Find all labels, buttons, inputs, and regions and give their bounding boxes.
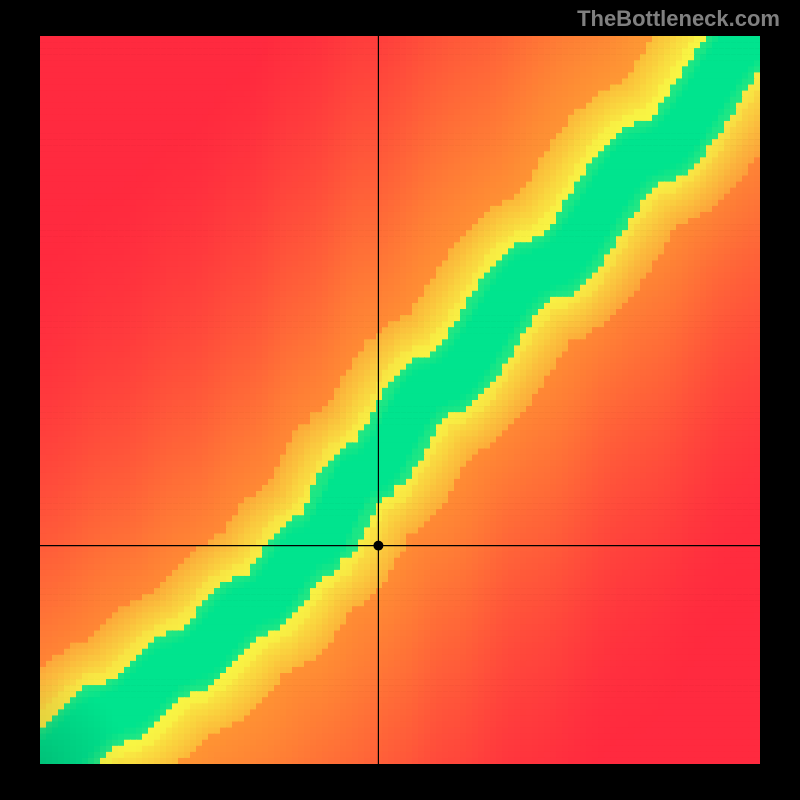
chart-container: TheBottleneck.com bbox=[0, 0, 800, 800]
plot-area bbox=[40, 36, 760, 764]
heatmap-canvas bbox=[40, 36, 760, 764]
attribution-text: TheBottleneck.com bbox=[577, 6, 780, 32]
